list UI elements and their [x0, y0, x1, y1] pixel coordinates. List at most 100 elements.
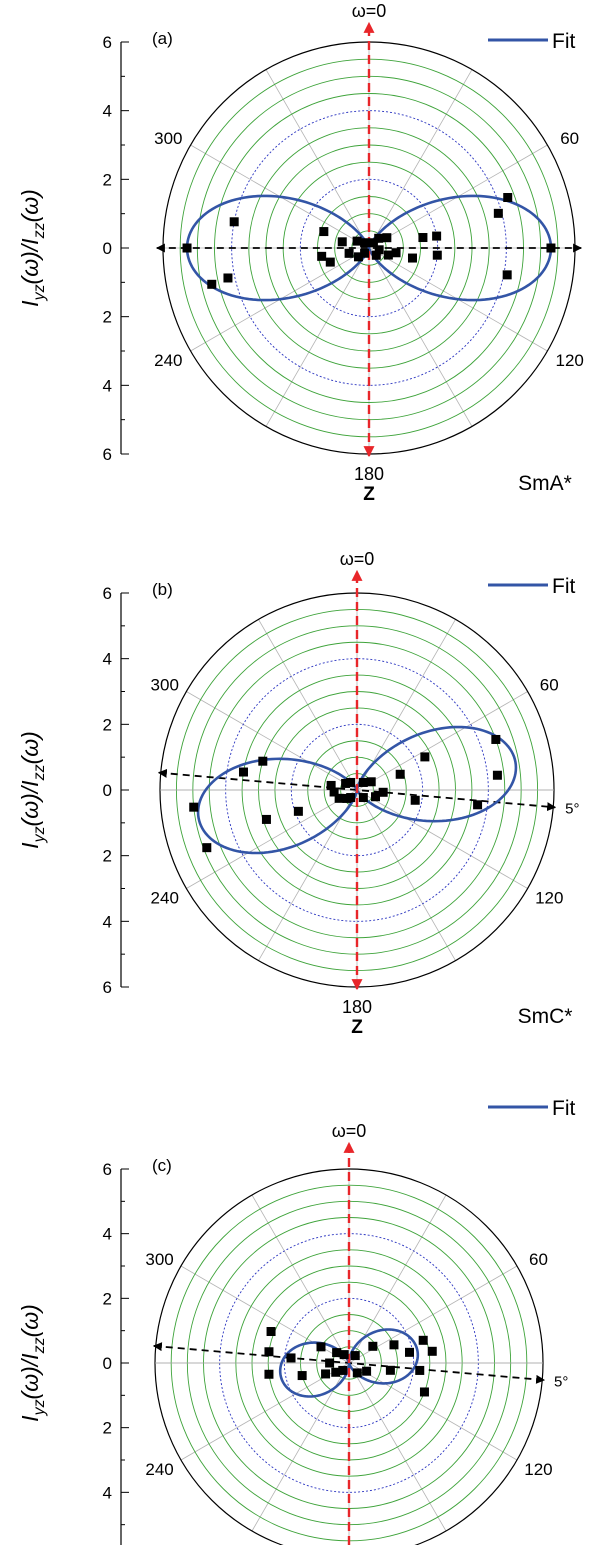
data-point: [338, 1365, 348, 1375]
data-point: [353, 252, 363, 262]
angle-tick-label: 300: [151, 676, 179, 695]
data-point: [491, 734, 501, 744]
bottom-angle-label: 180: [354, 464, 384, 484]
tilt-angle-label: 5°: [565, 801, 579, 818]
radial-tick-label: 4: [103, 650, 112, 669]
data-point: [264, 1347, 274, 1357]
angle-tick-label: 120: [524, 1460, 552, 1479]
radial-tick-label: 2: [103, 847, 112, 866]
legend: Fit: [488, 1097, 575, 1120]
phase-label: SmA*: [518, 472, 572, 495]
data-point: [341, 778, 351, 788]
radial-tick-label: 6: [103, 33, 112, 52]
radial-tick-label: 2: [103, 715, 112, 734]
data-point: [374, 245, 384, 255]
data-point: [189, 802, 199, 812]
data-point: [352, 1368, 362, 1378]
data-point: [329, 787, 339, 797]
data-point: [346, 793, 356, 803]
tilt-angle-label: 5°: [554, 1373, 568, 1390]
data-point: [419, 1387, 429, 1397]
data-point: [371, 250, 381, 260]
data-point: [383, 250, 393, 260]
data-point: [492, 770, 502, 780]
data-point: [339, 1350, 349, 1360]
data-point: [337, 237, 347, 247]
data-point: [432, 250, 442, 260]
data-point: [346, 777, 356, 787]
data-point: [473, 800, 483, 810]
data-point: [432, 231, 442, 241]
radial-tick-label: 4: [103, 1225, 112, 1244]
data-point: [427, 1346, 437, 1356]
polar-panel: 60120240300ω=0180Z(c)SmC*5°Fit6420246Iyz…: [17, 1097, 575, 1545]
data-point: [326, 780, 336, 790]
y-axis-label: Iyz(ω)/Izz(ω): [17, 1304, 48, 1422]
legend-label: Fit: [552, 1097, 575, 1120]
data-point: [331, 1367, 341, 1377]
data-point: [389, 1340, 399, 1350]
data-point: [503, 193, 513, 203]
data-point: [332, 1348, 342, 1358]
data-point: [407, 253, 417, 263]
data-point: [182, 243, 192, 253]
data-point: [395, 769, 405, 779]
phase-label: SmC*: [518, 1005, 573, 1028]
data-point: [229, 217, 239, 227]
radial-tick-label: 4: [103, 1483, 112, 1502]
data-point: [266, 1327, 276, 1337]
radial-tick-label: 2: [103, 1289, 112, 1308]
data-point: [362, 1366, 372, 1376]
angle-tick-label: 120: [535, 888, 563, 907]
data-point: [418, 233, 428, 243]
data-point: [358, 777, 368, 787]
z-axis-label: Z: [351, 1017, 363, 1038]
data-point: [371, 792, 381, 802]
angle-tick-label: 60: [529, 1250, 548, 1269]
legend: Fit: [488, 575, 575, 598]
data-point: [344, 248, 354, 258]
data-point: [358, 793, 368, 803]
data-point: [368, 238, 378, 248]
bottom-angle-label: 180: [342, 997, 372, 1017]
data-point: [366, 777, 376, 787]
z-axis-label: Z: [363, 484, 375, 505]
data-point: [385, 1365, 395, 1375]
radial-tick-label: 6: [103, 445, 112, 464]
top-angle-label: ω=0: [332, 1121, 367, 1141]
data-point: [374, 233, 384, 243]
radial-tick-label: 6: [103, 584, 112, 603]
radial-tick-label: 4: [103, 102, 112, 121]
data-point: [297, 1371, 307, 1381]
radial-tick-label: 2: [103, 170, 112, 189]
data-point: [258, 756, 268, 766]
panel-label: (b): [152, 580, 173, 599]
data-point: [415, 1365, 425, 1375]
angle-tick-label: 120: [555, 351, 583, 370]
radial-tick-label: 4: [103, 376, 112, 395]
data-point: [317, 251, 327, 261]
angle-tick-label: 300: [145, 1250, 173, 1269]
data-point: [325, 1358, 335, 1368]
data-point: [293, 806, 303, 816]
radial-tick-label: 2: [103, 1419, 112, 1438]
data-point: [202, 843, 212, 853]
data-point: [410, 795, 420, 805]
radial-tick-label: 0: [103, 781, 112, 800]
data-point: [546, 243, 556, 253]
data-point: [223, 273, 233, 283]
data-point: [493, 208, 503, 218]
data-point: [405, 1347, 415, 1357]
data-point: [360, 238, 370, 248]
radial-tick-label: 2: [103, 308, 112, 327]
data-point: [334, 793, 344, 803]
radial-tick-label: 6: [103, 978, 112, 997]
data-point: [286, 1353, 296, 1363]
top-angle-label: ω=0: [352, 1, 387, 21]
